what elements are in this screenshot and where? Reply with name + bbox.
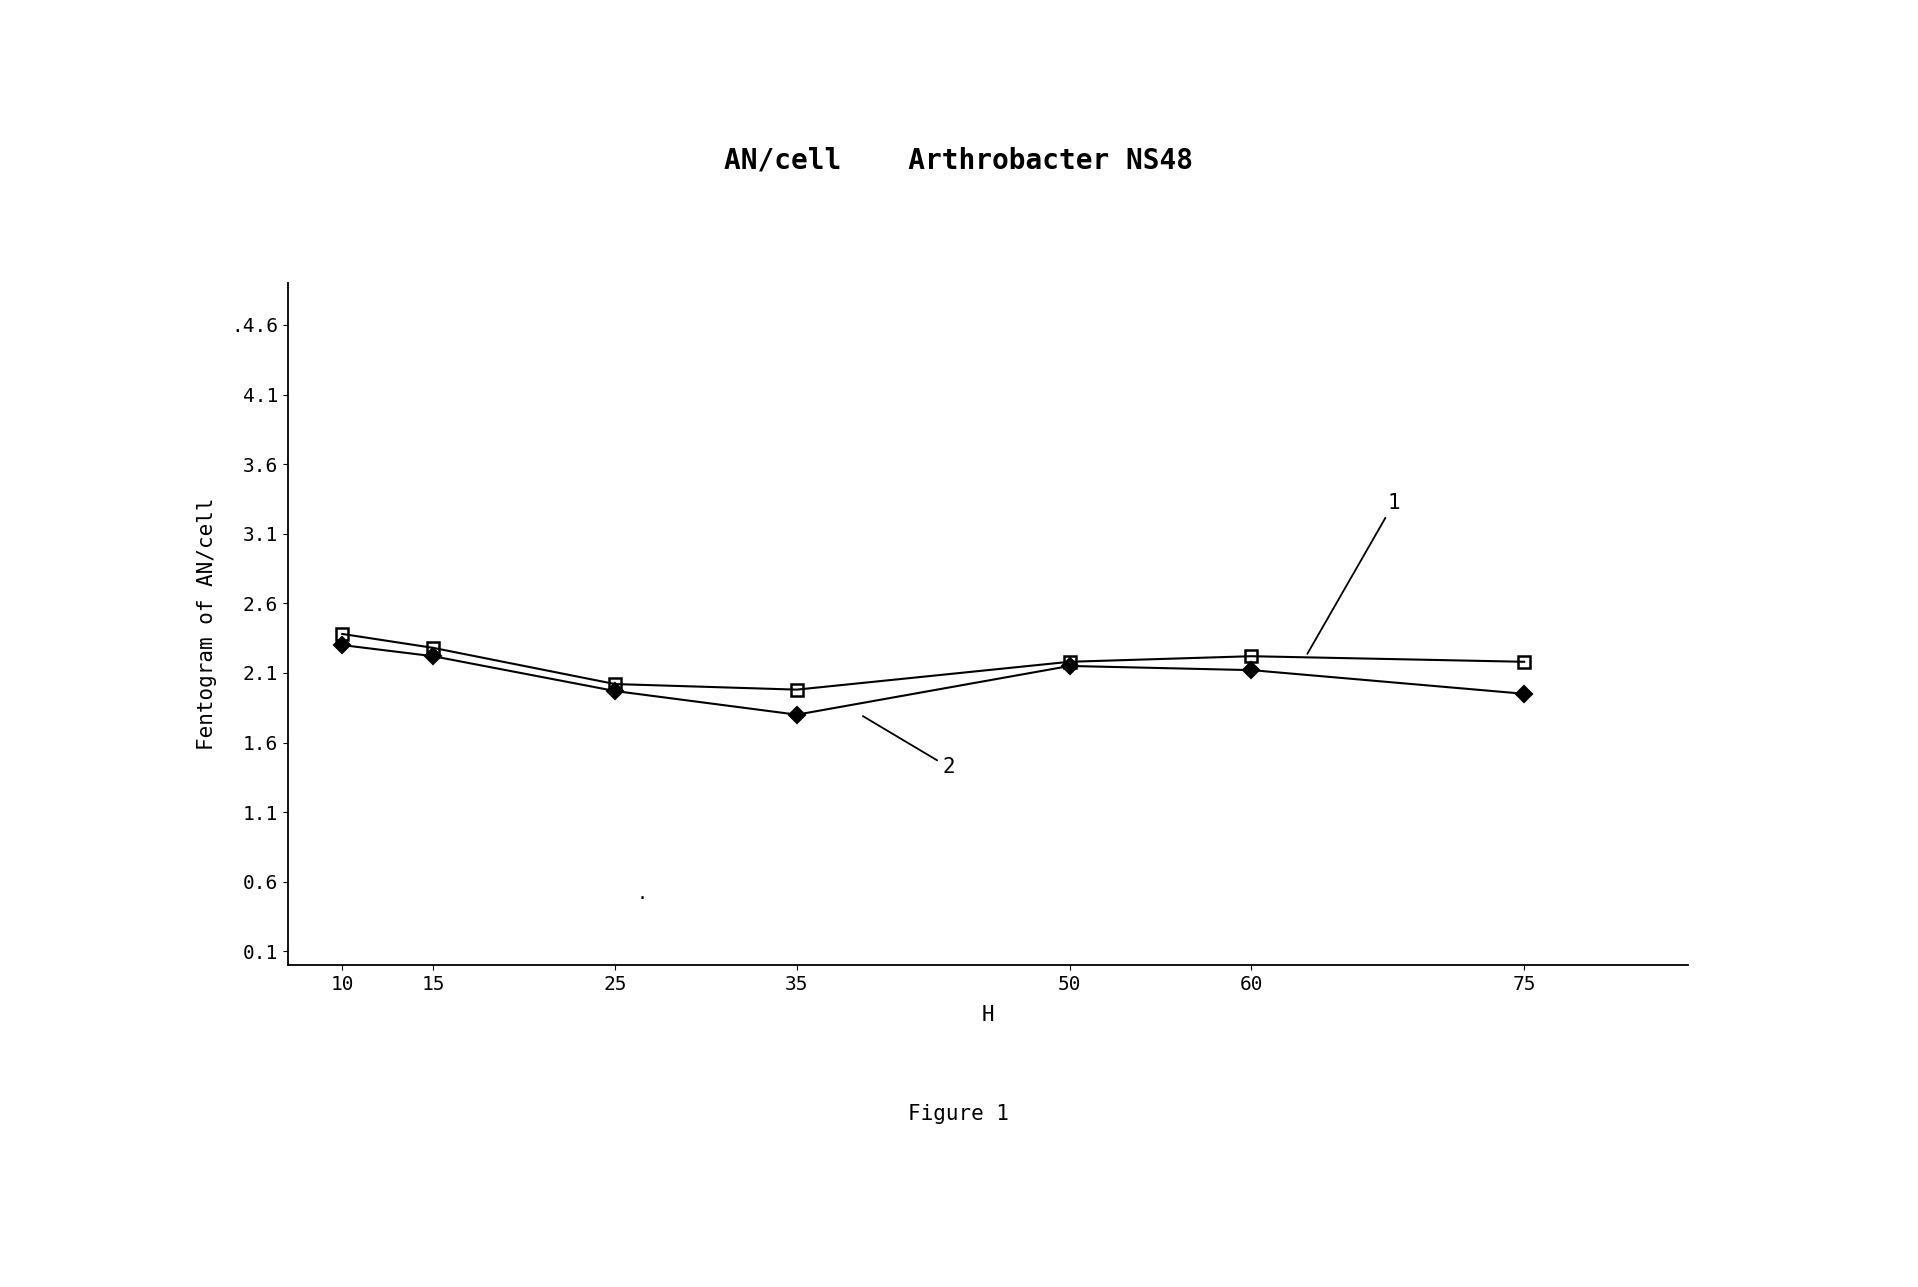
Text: Figure 1: Figure 1 — [909, 1104, 1009, 1124]
Text: 1: 1 — [1308, 493, 1400, 654]
Text: .: . — [639, 883, 646, 903]
Y-axis label: Fentogram of AN/cell: Fentogram of AN/cell — [198, 498, 217, 750]
X-axis label: H: H — [982, 1005, 994, 1024]
Text: AN/cell    Arthrobacter NS48: AN/cell Arthrobacter NS48 — [725, 147, 1193, 175]
Text: 2: 2 — [863, 716, 955, 777]
